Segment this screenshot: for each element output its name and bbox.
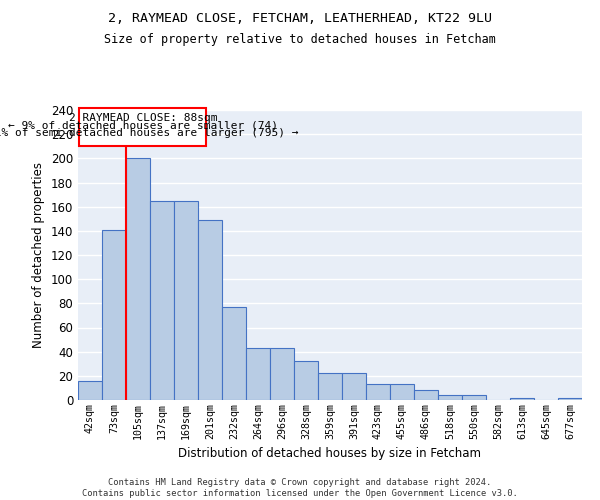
X-axis label: Distribution of detached houses by size in Fetcham: Distribution of detached houses by size … [179,447,482,460]
Text: 2 RAYMEAD CLOSE: 88sqm: 2 RAYMEAD CLOSE: 88sqm [68,113,217,123]
Text: ← 9% of detached houses are smaller (74): ← 9% of detached houses are smaller (74) [8,120,278,130]
Bar [198,220,222,400]
Y-axis label: Number of detached properties: Number of detached properties [32,162,45,348]
Bar [462,395,486,400]
Text: 91% of semi-detached houses are larger (795) →: 91% of semi-detached houses are larger (… [0,128,298,138]
Bar [438,395,462,400]
Bar [510,398,534,400]
Bar [150,200,174,400]
Bar [294,362,318,400]
FancyBboxPatch shape [79,108,206,146]
Bar [174,200,198,400]
Text: Size of property relative to detached houses in Fetcham: Size of property relative to detached ho… [104,32,496,46]
Bar [558,398,582,400]
Bar [126,158,150,400]
Bar [366,384,390,400]
Bar [222,307,246,400]
Bar [78,380,102,400]
Bar [246,348,270,400]
Bar [342,374,366,400]
Bar [318,374,342,400]
Text: 2, RAYMEAD CLOSE, FETCHAM, LEATHERHEAD, KT22 9LU: 2, RAYMEAD CLOSE, FETCHAM, LEATHERHEAD, … [108,12,492,26]
Bar [390,384,414,400]
Bar [414,390,438,400]
Bar [102,230,126,400]
Bar [270,348,294,400]
Text: Contains HM Land Registry data © Crown copyright and database right 2024.
Contai: Contains HM Land Registry data © Crown c… [82,478,518,498]
